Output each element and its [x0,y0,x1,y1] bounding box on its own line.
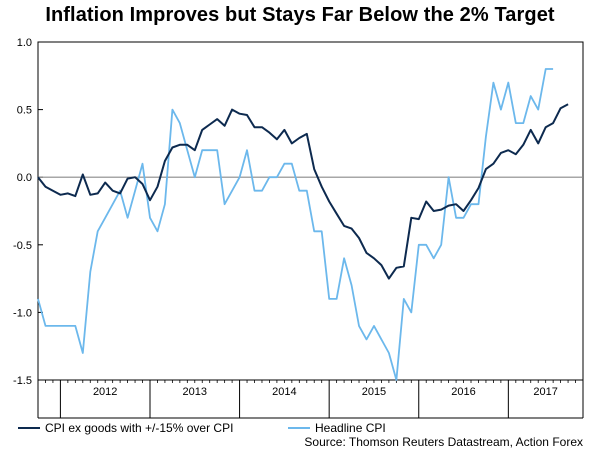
y-tick-label: 0.5 [17,105,32,117]
x-year-label: 2013 [183,386,207,398]
y-tick-label: -0.5 [13,240,32,252]
series-lines [37,68,569,381]
series-line-cpi-ex-goods [37,103,569,280]
y-tick-label: 1.0 [17,37,32,49]
x-year-label: 2016 [451,386,475,398]
source-note: Source: Thomson Reuters Datastream, Acti… [304,435,583,449]
x-year-label: 2017 [533,386,557,398]
x-year-label: 2012 [93,386,117,398]
legend-label-cpi-ex-goods: CPI ex goods with +/-15% over CPI [45,421,233,435]
plot-frame [37,41,584,381]
legend-label-headline-cpi: Headline CPI [315,421,386,435]
y-tick-label: 0.0 [17,172,32,184]
x-year-label: 2014 [272,386,296,398]
y-tick-label: -1.0 [13,307,32,319]
y-tick-label: -1.5 [13,375,32,387]
x-year-label: 2015 [362,386,386,398]
series-line-headline-cpi [37,68,554,381]
chart-title: Inflation Improves but Stays Far Below t… [45,4,555,26]
axes: 1.0 0.5 0.0 -0.5 -1.0 -1.5 2012 2013 2014 2015 201… [13,37,584,419]
legend: CPI ex goods with +/-15% over CPI Headlin… [18,421,583,449]
